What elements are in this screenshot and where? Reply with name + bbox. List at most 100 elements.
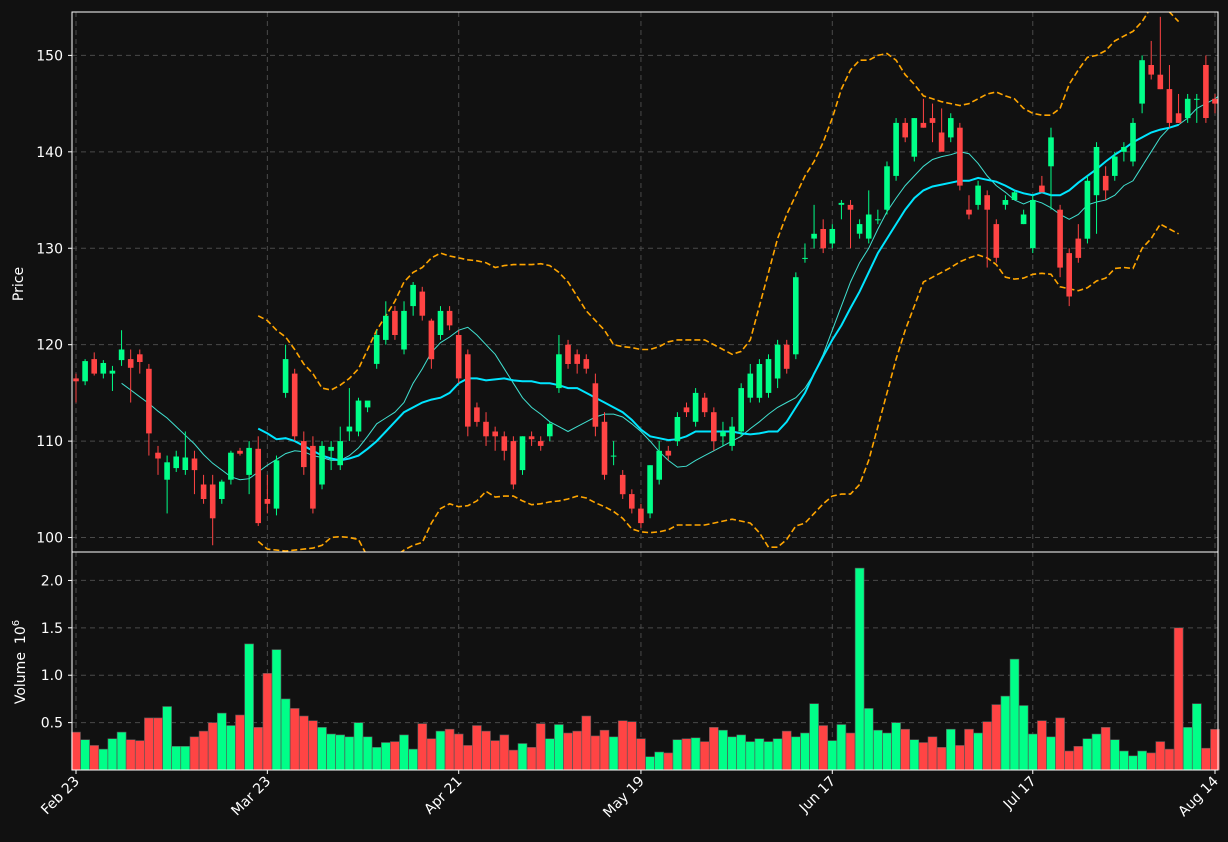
- volume-bar: [1137, 750, 1147, 771]
- volume-bar: [362, 736, 373, 771]
- candle-body: [875, 219, 881, 221]
- candle-body: [692, 392, 699, 422]
- volume-bar: [800, 732, 810, 771]
- candle-body: [82, 361, 88, 382]
- volume-bar: [326, 733, 336, 771]
- volume-tick-label: 0.5: [41, 716, 63, 732]
- volume-bar: [526, 746, 537, 771]
- candle-body: [601, 421, 608, 475]
- candle-body: [219, 481, 225, 499]
- price-tick-label: 100: [36, 531, 63, 547]
- volume-bar: [517, 743, 528, 771]
- volume-bar: [727, 736, 737, 771]
- candle-body: [574, 354, 580, 364]
- volume-bar: [882, 732, 892, 771]
- candle-body: [109, 370, 116, 374]
- candle-body: [1112, 156, 1118, 176]
- volume-bar: [1009, 658, 1020, 771]
- volume-bar: [280, 698, 291, 771]
- slow-moving-average-line: [257, 123, 1179, 462]
- volume-bar: [80, 739, 90, 771]
- candle-body: [191, 458, 198, 471]
- candle-body: [373, 335, 380, 364]
- volume-bar: [863, 708, 874, 771]
- candle-body: [118, 349, 125, 361]
- candles: [73, 16, 1218, 546]
- volume-bar: [763, 741, 774, 771]
- price-tick-label: 120: [36, 338, 63, 354]
- volume-bar: [490, 740, 501, 771]
- candle-body: [1093, 147, 1100, 196]
- volume-bar: [171, 745, 181, 771]
- candle-body: [948, 118, 954, 138]
- volume-bar: [654, 751, 665, 771]
- volume-bar: [71, 731, 81, 771]
- candle-body: [547, 423, 553, 437]
- candle-body: [446, 310, 453, 326]
- volume-bar: [162, 706, 172, 771]
- candle-body: [783, 344, 790, 369]
- candle-body: [237, 450, 243, 454]
- volume-bar: [344, 736, 355, 771]
- candle-body: [993, 224, 1000, 258]
- candle-body: [474, 407, 480, 422]
- volume-bar: [189, 736, 200, 771]
- candle-body: [811, 233, 817, 239]
- volume-bar: [945, 728, 956, 771]
- candle-body: [610, 455, 617, 457]
- candle-body: [519, 436, 526, 471]
- candle-body: [319, 445, 325, 485]
- volume-bar: [125, 739, 136, 771]
- price-y-axis-ticks: 100 110 120 130 140 150: [36, 48, 72, 547]
- volume-bar: [845, 732, 856, 771]
- candle-body: [674, 417, 681, 442]
- volume-bar: [135, 740, 145, 771]
- volume-tick-label: 1.0: [41, 668, 63, 684]
- candle-body: [729, 426, 735, 446]
- candle-body: [1184, 98, 1191, 119]
- volume-bar: [153, 717, 163, 771]
- candle-body: [1148, 65, 1154, 75]
- candle-body: [200, 484, 207, 499]
- volume-bar: [636, 738, 646, 771]
- volume-bar: [554, 724, 564, 771]
- volume-bar: [581, 715, 592, 771]
- candle-body: [483, 421, 489, 437]
- volume-bar: [453, 733, 464, 771]
- candle-body: [1166, 89, 1173, 123]
- volume-bar: [690, 737, 701, 771]
- volume-bar: [973, 732, 983, 771]
- volume-bar: [708, 726, 719, 771]
- volume-bar: [317, 726, 327, 771]
- volume-bar: [781, 730, 792, 771]
- volume-bar: [982, 721, 993, 771]
- candle-body: [1102, 175, 1109, 191]
- candle-body: [975, 185, 981, 205]
- price-panel-plot-area: [73, 12, 1218, 552]
- candle-body: [255, 448, 261, 524]
- candle-body: [984, 195, 990, 210]
- candle-body: [310, 445, 316, 509]
- candle-body: [774, 344, 781, 379]
- volume-panel-frame: [71, 551, 1219, 771]
- volume-bar: [736, 734, 747, 771]
- candle-body: [1057, 209, 1063, 268]
- volume-bar: [107, 738, 118, 771]
- candle-body: [410, 284, 416, 307]
- candle-body: [91, 359, 97, 374]
- candle-body: [1020, 214, 1027, 225]
- volume-bar: [98, 748, 109, 771]
- volume-bar: [1192, 703, 1202, 771]
- volume-bar: [262, 672, 273, 771]
- candle-body: [765, 359, 772, 393]
- volume-bar: [426, 738, 437, 771]
- volume-bar: [599, 729, 610, 771]
- candle-body: [73, 378, 79, 382]
- volume-bar: [827, 740, 838, 771]
- candle-body: [501, 436, 508, 451]
- volume-bar: [335, 734, 346, 771]
- volume-bar: [1037, 720, 1047, 771]
- volume-bar: [590, 735, 601, 771]
- volume-bar: [235, 714, 245, 771]
